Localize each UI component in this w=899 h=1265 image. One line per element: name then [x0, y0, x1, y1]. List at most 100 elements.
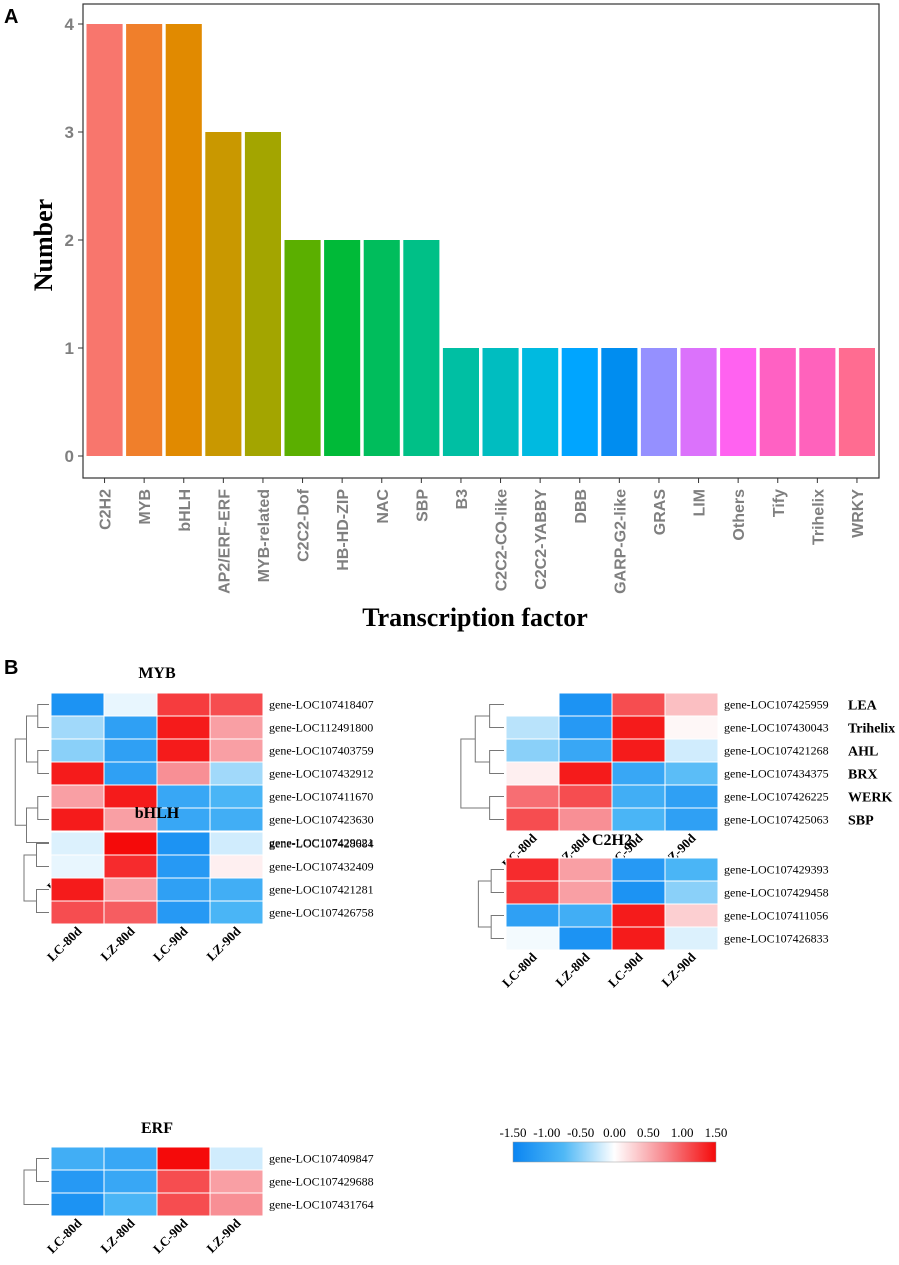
dendrogram-branch [490, 869, 504, 893]
dendrogram-branch [14, 738, 27, 826]
family-label: Trihelix [848, 722, 895, 737]
heatmap-cell [505, 784, 560, 809]
scale-tick-label: 0.00 [603, 1125, 626, 1140]
heatmap-column-label: LZ-80d [97, 923, 138, 964]
heatmap-cell [664, 807, 719, 832]
panel-a-bar-chart: A 0 1 2 3 4 C2H2 MYB bHLH AP2/ERF-ERF MYB-relate… [4, 3, 880, 632]
heatmap-cell [50, 761, 105, 786]
heatmap-row-label: gene-LOC107425063 [724, 813, 829, 827]
heatmap-cell [50, 831, 105, 856]
heatmap-cell [50, 900, 105, 925]
heatmap-erf: ERF gene-LOC107409847 gene-LOC107429688 gen… [23, 1120, 374, 1256]
heatmap-cell [156, 761, 211, 786]
bar-hb-hd-zip [324, 240, 361, 456]
heatmap-cell [156, 1169, 211, 1194]
heatmap-column-label: LZ-80d [552, 949, 593, 990]
heatmap-cell [103, 1192, 158, 1217]
heatmap-title: bHLH [135, 805, 180, 822]
heatmap-cell [209, 692, 264, 717]
heatmap-row-label: gene-LOC107418407 [269, 698, 374, 712]
bar-myb-related [244, 132, 281, 456]
panel-b-heatmaps: B MYB gene-LOC107418407 gene-LOC112491800 g… [4, 657, 895, 1256]
dendrogram-branch [489, 704, 504, 728]
heatmap-cell [103, 854, 158, 879]
heatmap-cell [505, 926, 560, 951]
heatmap-row-label: gene-LOC107430043 [724, 721, 829, 735]
heatmap-cell [209, 1192, 264, 1217]
dendrogram-branch [474, 715, 490, 763]
heatmap-column-label: LC-80d [44, 1215, 85, 1256]
heatmap-cell [611, 926, 666, 951]
heatmap-column-label: LZ-90d [203, 923, 244, 964]
heatmap-row-label: gene-LOC107411056 [724, 909, 828, 923]
heatmap-column-label: LC-90d [150, 923, 191, 964]
heatmap-cell [611, 880, 666, 905]
heatmap-cell [505, 857, 560, 882]
color-scale-legend: -1.50 -1.00 -0.50 0.00 0.50 1.00 1.50 [499, 1125, 728, 1163]
y-axis-title: Number [29, 199, 58, 291]
heatmap-cell [611, 761, 666, 786]
heatmap-cell [664, 926, 719, 951]
heatmap-cell [505, 761, 560, 786]
bar-garp-g2-like [601, 348, 638, 456]
heatmap-cell [103, 715, 158, 740]
heatmap-row-label: gene-LOC107426225 [724, 790, 829, 804]
heatmap-column-label: LZ-90d [203, 1215, 244, 1256]
heatmap-row-label: gene-LOC107431764 [269, 1198, 374, 1212]
scale-tick-label: -0.50 [567, 1125, 594, 1140]
heatmap-cell [611, 715, 666, 740]
scale-tick-label: 1.00 [671, 1125, 694, 1140]
heatmap-cell [558, 926, 613, 951]
heatmap-cell [156, 1192, 211, 1217]
heatmap-cell [156, 715, 211, 740]
heatmap-cell [611, 784, 666, 809]
heatmap-cell [50, 784, 105, 809]
x-tick-label: C2C2-YABBY [533, 489, 550, 590]
heatmap-row-label: gene-LOC107429393 [724, 863, 829, 877]
scale-tick-label: 0.50 [637, 1125, 660, 1140]
heatmap-row-label: gene-LOC107429458 [724, 886, 829, 900]
heatmap-cell [558, 784, 613, 809]
heatmap-cell [558, 880, 613, 905]
heatmap-cell [209, 1169, 264, 1194]
x-tick-label: WRKY [850, 489, 867, 538]
heatmap-row-label: gene-LOC107428684 [269, 837, 374, 851]
scale-tick-label: -1.00 [533, 1125, 560, 1140]
scale-tick-label: -1.50 [499, 1125, 526, 1140]
heatmap-cell [505, 880, 560, 905]
dendrogram-branch [37, 796, 49, 820]
heatmap-cell [209, 877, 264, 902]
dendrogram-branch [490, 915, 504, 939]
y-tick-label: 0 [65, 447, 74, 466]
heatmap-cell [209, 738, 264, 763]
heatmap-cell [611, 738, 666, 763]
heatmap-cell [558, 761, 613, 786]
heatmap-cell [209, 784, 264, 809]
bar-c2c2-dof [284, 240, 321, 456]
dendrogram-branch [489, 796, 504, 820]
heatmap-cell [103, 761, 158, 786]
scale-tick-label: 1.50 [705, 1125, 728, 1140]
x-tick-label: bHLH [177, 489, 194, 532]
heatmap-cell [156, 1146, 211, 1171]
dendrogram-branch [36, 1158, 49, 1182]
heatmap-cell [103, 1146, 158, 1171]
heatmap-cell [103, 831, 158, 856]
heatmap-cell [50, 692, 105, 717]
heatmap-cell [103, 692, 158, 717]
heatmap-row-label: gene-LOC107425959 [724, 698, 829, 712]
heatmap-cell [209, 854, 264, 879]
heatmap-cell [611, 807, 666, 832]
x-tick-label: Others [731, 489, 748, 541]
heatmap-cell [103, 900, 158, 925]
x-axis-tick-labels: C2H2 MYB bHLH AP2/ERF-ERF MYB-related C2C2-Do… [98, 478, 867, 594]
heatmap-cell [50, 877, 105, 902]
heatmap-row-label: gene-LOC107423630 [269, 813, 374, 827]
heatmap-cell [103, 738, 158, 763]
heatmap-cell [156, 900, 211, 925]
bar-dbb [561, 348, 598, 456]
heatmap-cell [50, 1192, 105, 1217]
heatmap-cell [558, 903, 613, 928]
heatmap-cell [664, 738, 719, 763]
x-tick-label: GARP-G2-like [612, 489, 629, 594]
